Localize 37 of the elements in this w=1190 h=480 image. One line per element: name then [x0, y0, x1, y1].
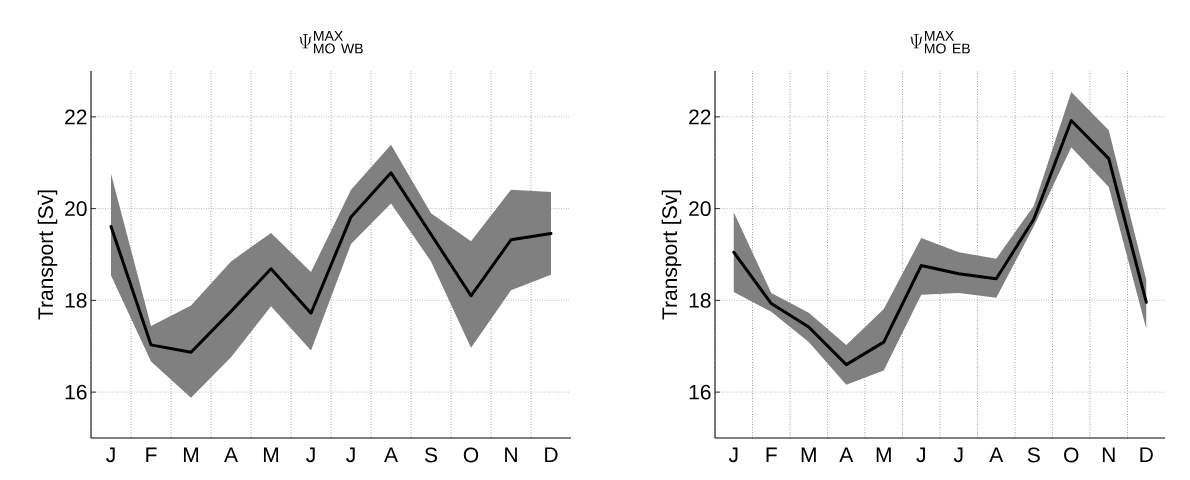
x-tick-label: J [916, 447, 925, 463]
x-tick-label: F [146, 447, 157, 462]
x-tick-label: D [545, 447, 558, 462]
y-tick-label: 16 [65, 384, 87, 400]
x-tick-label: A [839, 447, 854, 462]
y-tick-label: 20 [65, 201, 87, 217]
x-tick-label: D [1140, 447, 1153, 462]
chart-title: $\Psi^{\mathsf{MAX}}_{\mathsf{MO\ EB}}$ [909, 31, 970, 54]
x-tick-label: J [728, 447, 738, 463]
x-tick-label: O [463, 447, 479, 463]
x-tick-label: N [1102, 447, 1115, 462]
x-tick-label: F [766, 447, 777, 462]
y-tick-label: 22 [689, 109, 711, 125]
x-tick-label: S [424, 447, 438, 463]
y-tick-label: 18 [689, 292, 711, 308]
x-tick-label: A [989, 447, 1004, 462]
x-tick-label: J [106, 447, 115, 463]
x-tick-label: J [306, 447, 315, 463]
x-tick-label: N [505, 447, 517, 462]
x-tick-label: A [384, 447, 398, 462]
line-series [732, 119, 1148, 367]
y-axis-title: Transport [Sv] [37, 190, 58, 320]
x-tick-label: S [1027, 447, 1040, 463]
x-tick-label: M [801, 447, 816, 462]
y-tick-label: 22 [65, 109, 87, 125]
x-tick-label: M [263, 447, 279, 462]
x-tick-label: A [224, 447, 238, 462]
x-tick-label: M [183, 447, 199, 462]
x-tick-label: O [1064, 447, 1079, 463]
chart-title: $\Psi^{\mathsf{MAX}}_{\mathsf{MO\ WB}}$ [298, 31, 363, 54]
y-tick-label: 18 [65, 292, 87, 308]
x-tick-label: J [346, 447, 355, 463]
x-tick-label: J [953, 447, 963, 463]
y-axis-title: Transport [Sv] [661, 190, 682, 320]
x-tick-label: M [876, 447, 891, 462]
y-tick-label: 16 [689, 384, 711, 400]
y-tick-label: 20 [689, 201, 711, 217]
